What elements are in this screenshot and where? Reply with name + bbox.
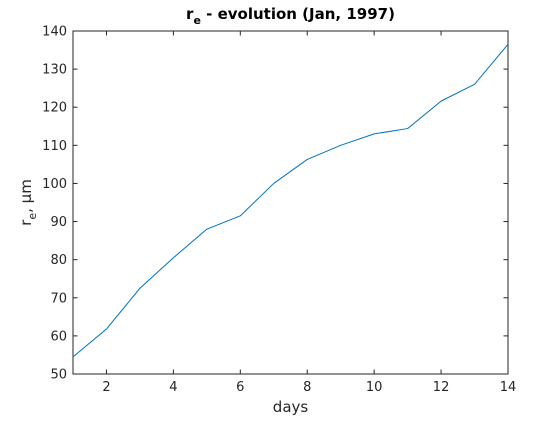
x-axis-ticks: 2 4 6 8 10 12 14 <box>102 31 516 395</box>
y-tick-label: 110 <box>42 139 67 154</box>
x-tick-label: 8 <box>303 380 311 395</box>
y-axis-ticks: 50 60 70 80 90 100 110 120 130 140 <box>42 25 508 383</box>
y-tick-label: 80 <box>50 253 67 268</box>
y-tick-label: 90 <box>50 215 67 230</box>
x-tick-label: 10 <box>366 380 383 395</box>
x-tick-label: 14 <box>500 380 517 395</box>
y-tick-label: 70 <box>50 291 67 306</box>
series-line-1 <box>72 44 509 358</box>
x-tick-label: 2 <box>102 380 110 395</box>
plot-area <box>72 30 509 375</box>
y-tick-label: 100 <box>42 177 67 192</box>
x-axis-label: days <box>273 398 309 416</box>
y-tick-label: 130 <box>42 63 67 78</box>
y-tick-label: 140 <box>42 25 67 40</box>
x-tick-label: 6 <box>236 380 244 395</box>
x-tick-label: 12 <box>433 380 450 395</box>
y-axis-label: re, μm <box>17 179 39 226</box>
y-tick-label: 120 <box>42 101 67 116</box>
y-tick-label: 50 <box>50 368 67 383</box>
x-tick-label: 4 <box>169 380 177 395</box>
series-layer <box>72 44 509 358</box>
chart-title: re - evolution (Jan, 1997) <box>186 5 395 27</box>
y-tick-label: 60 <box>50 329 67 344</box>
